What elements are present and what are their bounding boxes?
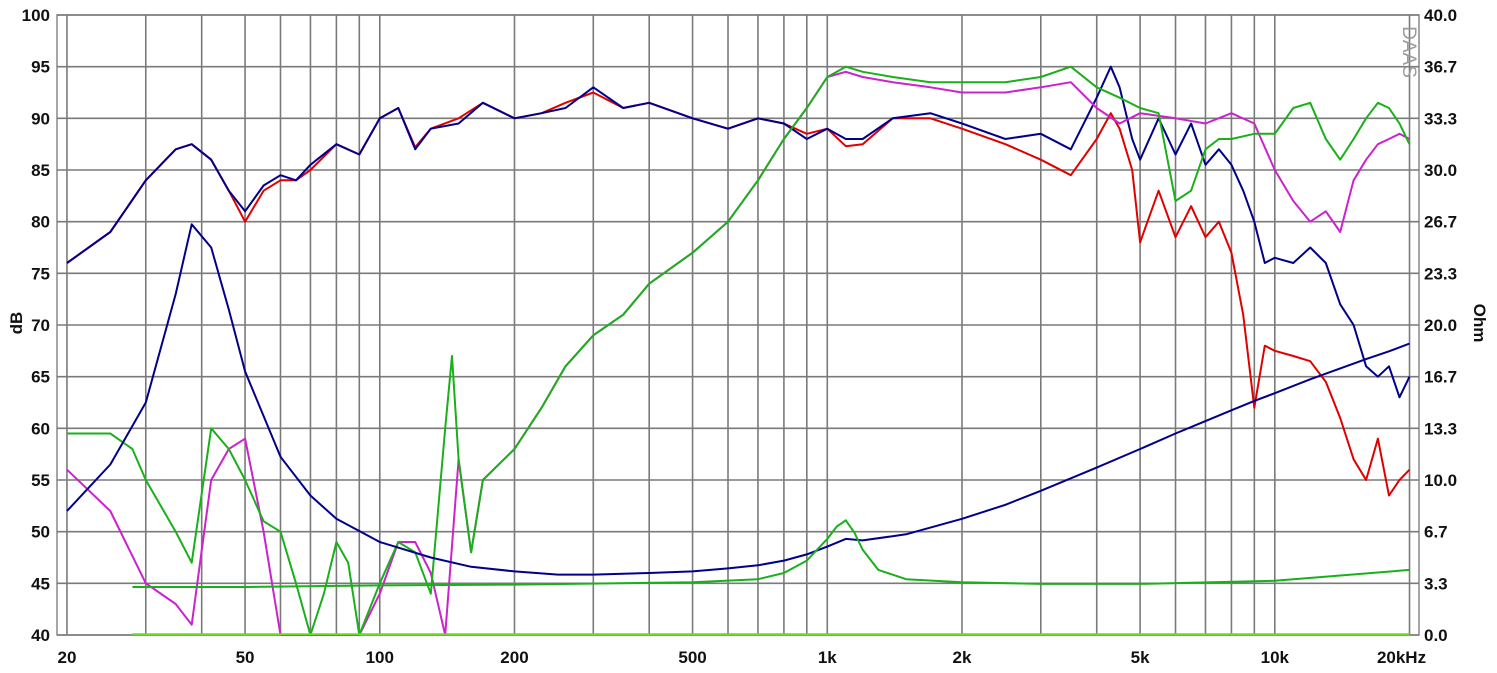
y-right-tick-label: 20.0 bbox=[1424, 316, 1457, 335]
y-right-tick-label: 16.7 bbox=[1424, 368, 1457, 387]
y-left-tick-label: 80 bbox=[31, 213, 50, 232]
series-line-4 bbox=[67, 65, 1411, 636]
y-left-tick-label: 50 bbox=[31, 523, 50, 542]
y-right-tick-label: 6.7 bbox=[1424, 523, 1448, 542]
x-tick-label: 20kHz bbox=[1377, 648, 1426, 667]
x-tick-label: 5k bbox=[1131, 648, 1150, 667]
watermark-text: DAAS bbox=[1398, 26, 1419, 78]
x-tick-label: 2k bbox=[953, 648, 972, 667]
series-line-5 bbox=[66, 223, 1410, 576]
y-left-tick-label: 55 bbox=[31, 471, 50, 490]
x-tick-label: 50 bbox=[236, 648, 255, 667]
y-left-tick-label: 100 bbox=[22, 6, 50, 25]
x-tick-label: 1k bbox=[818, 648, 837, 667]
y-left-tick-label: 45 bbox=[31, 574, 50, 593]
x-tick-label: 200 bbox=[500, 648, 528, 667]
y-left-tick-label: 95 bbox=[31, 58, 50, 77]
series-line-2 bbox=[66, 65, 1411, 399]
y-right-axis-label: Ohm bbox=[1470, 304, 1489, 343]
y-left-tick-label: 60 bbox=[31, 419, 50, 438]
y-right-tick-label: 13.3 bbox=[1424, 419, 1457, 438]
y-left-tick-label: 70 bbox=[31, 316, 50, 335]
y-right-tick-label: 30.0 bbox=[1424, 161, 1457, 180]
x-tick-label: 100 bbox=[366, 648, 394, 667]
y-right-tick-label: 33.3 bbox=[1424, 109, 1457, 128]
x-tick-label: 10k bbox=[1261, 648, 1290, 667]
x-tick-label: 500 bbox=[678, 648, 706, 667]
y-right-tick-label: 23.3 bbox=[1424, 264, 1457, 283]
y-left-tick-label: 65 bbox=[31, 368, 50, 387]
y-right-tick-label: 0.0 bbox=[1424, 626, 1448, 645]
y-left-tick-label: 40 bbox=[31, 626, 50, 645]
x-tick-label: 20 bbox=[58, 648, 77, 667]
y-left-tick-label: 85 bbox=[31, 161, 50, 180]
y-right-tick-label: 10.0 bbox=[1424, 471, 1457, 490]
y-right-tick-label: 36.7 bbox=[1424, 58, 1457, 77]
y-left-axis-label: dB bbox=[7, 312, 26, 335]
y-right-tick-label: 26.7 bbox=[1424, 213, 1457, 232]
y-left-tick-label: 90 bbox=[31, 109, 50, 128]
y-right-tick-label: 40.0 bbox=[1424, 6, 1457, 25]
y-left-tick-label: 75 bbox=[31, 264, 50, 283]
series-line-1 bbox=[66, 91, 1411, 497]
series-line-6 bbox=[132, 519, 1410, 588]
y-right-tick-label: 3.3 bbox=[1424, 574, 1448, 593]
